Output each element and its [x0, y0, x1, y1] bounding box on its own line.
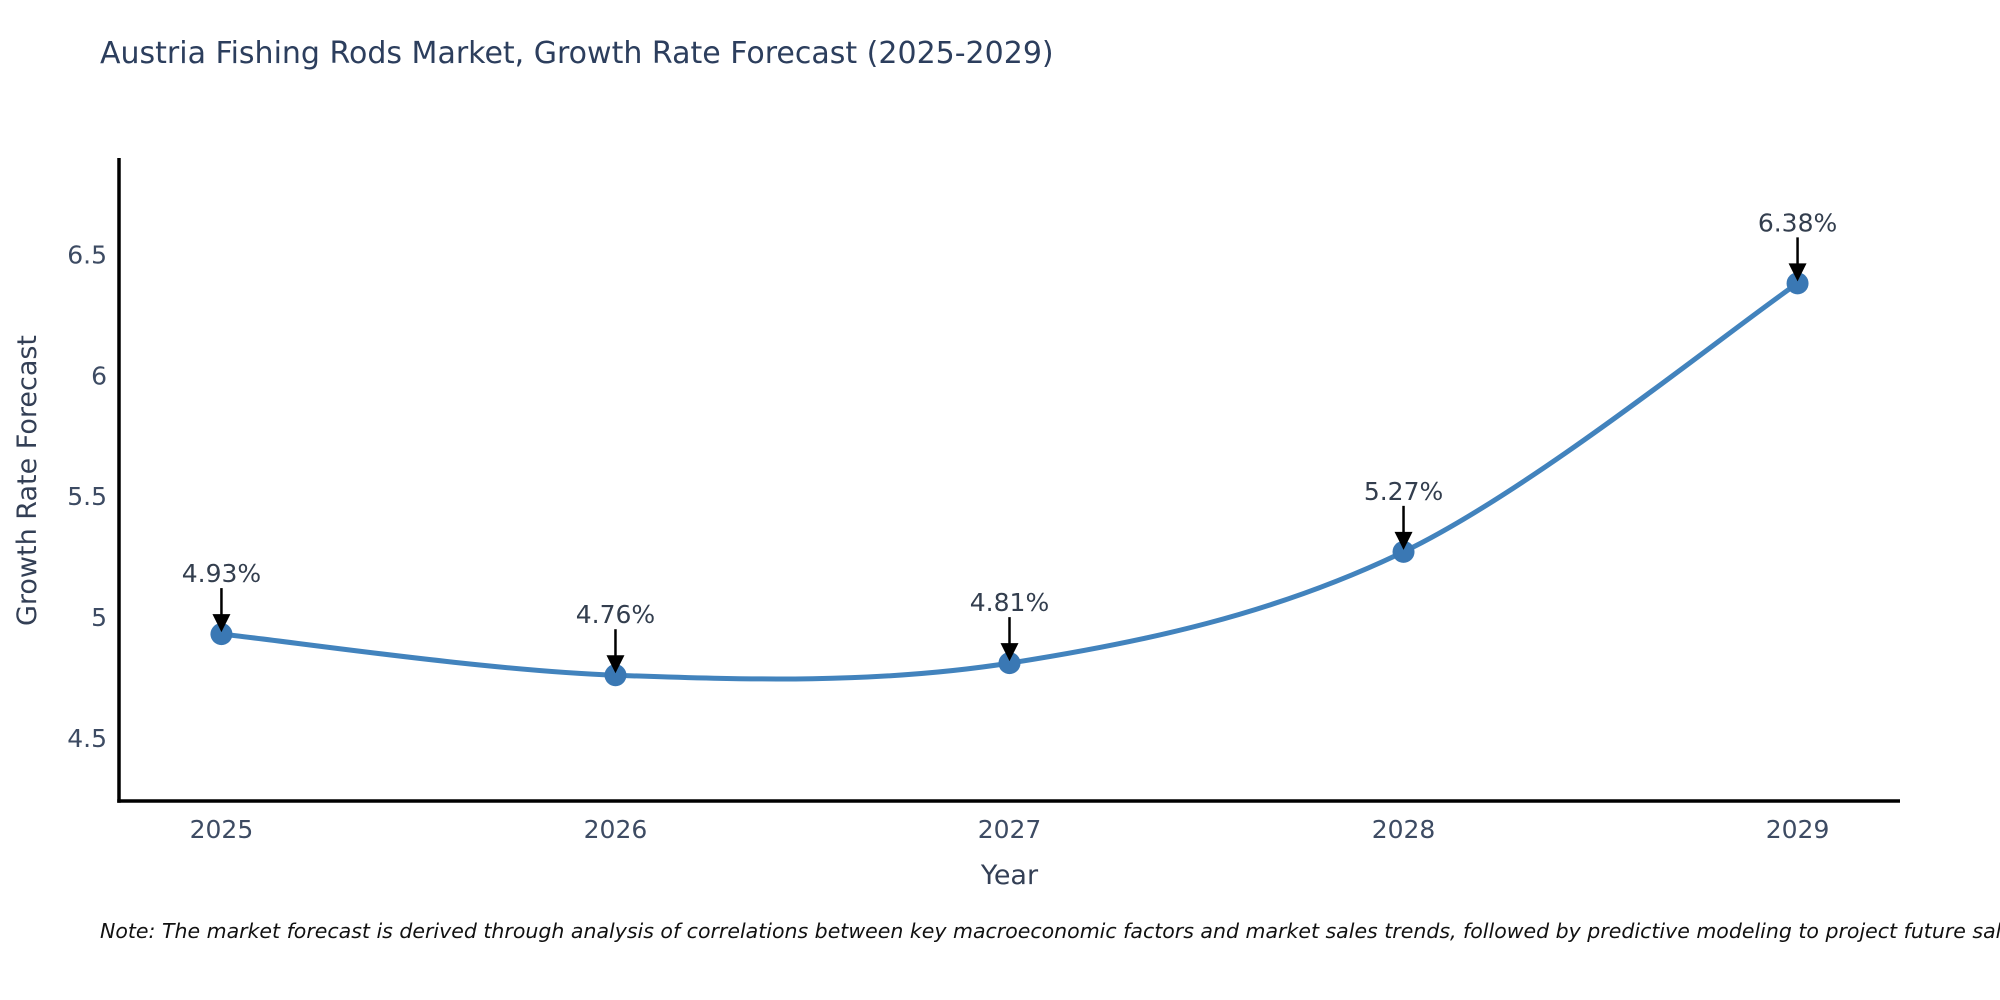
- annotation-label: 4.93%: [182, 559, 261, 588]
- x-tick-label: 2026: [584, 815, 648, 844]
- x-axis-title: Year: [980, 860, 1039, 891]
- data-point-marker: [998, 652, 1021, 675]
- annotation-arrowhead: [1000, 643, 1019, 662]
- annotation-arrowhead: [606, 655, 625, 674]
- annotation-arrowhead: [212, 614, 231, 633]
- y-tick-label: 6.5: [67, 240, 107, 269]
- x-tick-label: 2025: [190, 815, 254, 844]
- data-point-marker: [210, 623, 233, 646]
- annotation-arrowhead: [1788, 263, 1807, 282]
- y-tick-label: 5.5: [67, 482, 107, 511]
- chart-title: Austria Fishing Rods Market, Growth Rate…: [100, 36, 1054, 71]
- footnote: Note: The market forecast is derived thr…: [100, 919, 2000, 943]
- data-point-marker: [1392, 540, 1415, 563]
- y-tick-label: 5: [91, 603, 107, 632]
- annotation-label: 5.27%: [1364, 477, 1443, 506]
- y-tick-label: 6: [91, 361, 107, 390]
- x-tick-label: 2028: [1372, 815, 1436, 844]
- data-point-marker: [604, 664, 627, 687]
- annotation-arrowhead: [1394, 531, 1413, 550]
- y-axis-title: Growth Rate Forecast: [12, 335, 43, 626]
- x-tick-label: 2027: [978, 815, 1042, 844]
- y-tick-label: 4.5: [67, 724, 107, 753]
- annotation-label: 6.38%: [1758, 208, 1837, 237]
- x-tick-label: 2029: [1766, 815, 1830, 844]
- data-point-marker: [1786, 272, 1809, 295]
- annotation-label: 4.81%: [970, 588, 1049, 617]
- annotation-label: 4.76%: [576, 600, 655, 629]
